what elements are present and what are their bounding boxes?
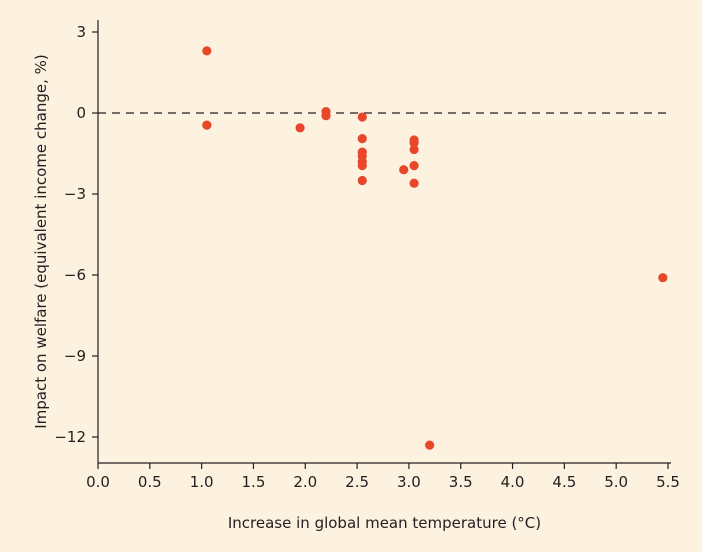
x-tick-label: 2.5 xyxy=(345,473,369,491)
axes: 0.0 0.5 1.0 1.5 2.0 2.5 3.0 3.5 4.0 4.5 5.0 5.5 3 0 −3… xyxy=(54,20,680,491)
x-tick-label: 1.0 xyxy=(190,473,214,491)
data-point xyxy=(357,134,367,144)
data-point xyxy=(295,123,305,133)
data-point xyxy=(399,165,409,175)
data-point xyxy=(202,46,212,56)
y-tick-label: −9 xyxy=(64,347,86,365)
data-point xyxy=(321,111,331,121)
x-tick-label: 5.0 xyxy=(604,473,628,491)
data-point xyxy=(409,178,419,188)
data-point xyxy=(409,144,419,155)
data-point xyxy=(658,273,668,283)
x-tick-label: 3.0 xyxy=(397,473,421,491)
data-point xyxy=(202,120,212,130)
x-axis-label: Increase in global mean temperature (°C) xyxy=(228,514,541,532)
data-point xyxy=(357,175,367,186)
data-point xyxy=(357,161,367,171)
data-point xyxy=(357,112,367,122)
y-tick-label: 0 xyxy=(76,104,86,122)
y-tick-label: −12 xyxy=(54,428,86,446)
x-tick-label: 3.5 xyxy=(449,473,473,491)
x-tick-label: 4.5 xyxy=(552,473,576,491)
data-point xyxy=(425,440,435,450)
y-axis-label: Impact on welfare (equivalent income cha… xyxy=(32,54,50,429)
y-tick-label: −6 xyxy=(64,266,86,284)
y-tick-label: 3 xyxy=(76,23,86,41)
x-tick-label: 0.5 xyxy=(138,473,162,491)
data-point xyxy=(409,161,419,171)
x-tick-label: 2.0 xyxy=(293,473,317,491)
data-point xyxy=(409,138,419,148)
x-tick-label: 1.5 xyxy=(242,473,266,491)
y-tick-label: −3 xyxy=(64,185,86,203)
x-tick-label: 0.0 xyxy=(86,473,110,491)
x-tick-label: 4.0 xyxy=(501,473,525,491)
x-tick-label: 5.5 xyxy=(656,473,680,491)
data-points xyxy=(202,46,668,450)
